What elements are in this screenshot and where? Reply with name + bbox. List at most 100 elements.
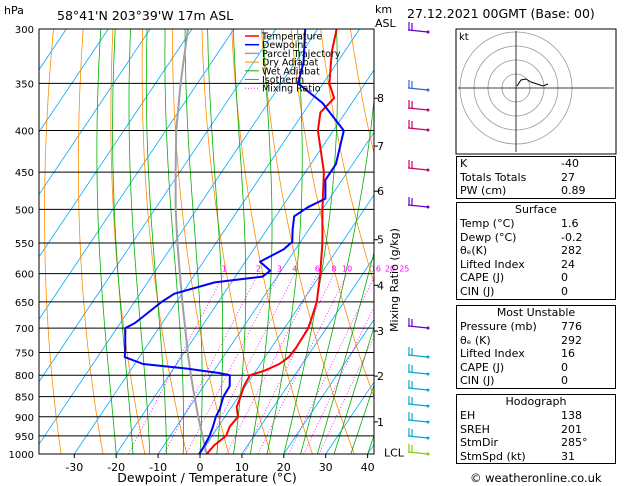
table-row: θₑ (K) 292 <box>457 334 615 348</box>
row-value: 292 <box>561 333 582 347</box>
wind-barb-dot <box>426 128 430 132</box>
legend-entry: Wet Adiabat <box>262 66 320 77</box>
mixing-ratio-line <box>163 273 259 454</box>
dewpoint-line <box>123 29 345 454</box>
wind-barb-icon <box>407 100 430 112</box>
table-row: PW (cm) 0.89 <box>457 184 616 198</box>
row-value: 0 <box>561 284 568 298</box>
wet-adiabat-line <box>233 29 247 454</box>
wind-barb-icon <box>407 347 430 359</box>
isotherm-line <box>325 381 374 454</box>
pressure-tick-label: 800 <box>15 371 34 382</box>
dry-adiabat-line <box>44 29 62 454</box>
isotherm-line <box>283 318 374 454</box>
wind-barb-staff <box>407 435 429 439</box>
wind-barb-dot <box>426 388 430 392</box>
wet-adiabat-line <box>350 383 374 454</box>
row-value: 1.6 <box>561 217 579 230</box>
row-label: CIN (J) <box>460 284 495 298</box>
wet-adiabat-line <box>112 29 134 454</box>
mixing-ratio-label: 8 <box>331 265 336 274</box>
isotherm-line <box>39 29 109 133</box>
pressure-tick-label: 300 <box>15 25 34 36</box>
mixing-ratio-line <box>202 273 296 454</box>
pressure-tick-label: 950 <box>15 432 34 443</box>
date-title: 27.12.2021 00GMT (Base: 00) <box>407 6 595 21</box>
isotherm-line <box>199 194 374 454</box>
table-row: StmDir 285° <box>457 436 615 450</box>
legend-entry: Parcel Trajectory <box>262 49 341 60</box>
row-label: SREH <box>460 422 490 436</box>
wind-barb-dot <box>426 355 430 359</box>
row-label: Dewp (°C) <box>460 230 517 244</box>
row-value: 282 <box>561 244 582 258</box>
mixing-ratio-axis-label: Mixing Ratio (g/kg) <box>388 228 401 332</box>
table-row: SREH 201 <box>457 423 615 437</box>
mixing-ratio-labels: 1 2 3 4 6 8 10 16 20 25 <box>222 265 409 274</box>
wind-barb-dot <box>426 452 430 456</box>
row-value: 138 <box>561 409 582 422</box>
row-label: Totals Totals <box>460 170 527 184</box>
row-value: 285° <box>561 436 588 450</box>
temperature-tick-label: -30 <box>65 461 83 474</box>
temperature-tick-label: 10 <box>235 461 249 474</box>
legend-entry: Temperature <box>261 32 322 43</box>
row-label: Temp (°C) <box>460 217 515 230</box>
row-value: 0 <box>561 374 568 388</box>
table-row: CIN (J) 0 <box>457 374 615 388</box>
wind-barb-staff <box>407 325 429 329</box>
surface-panel: Surface Temp (°C) 1.6 Dewp (°C) -0.2 θₑ(K) 28… <box>456 202 616 300</box>
location-title: 58°41'N 203°39'W 17m ASL <box>57 8 233 23</box>
mixing-ratio-label: 20 <box>385 265 395 274</box>
wet-adiabat-line <box>207 29 224 454</box>
height-tick-label: 4 <box>377 279 384 292</box>
hodograph: kt <box>455 28 617 155</box>
isotherm-line <box>39 29 319 445</box>
profile-series <box>123 29 345 454</box>
table-row: Pressure (mb) 776 <box>457 320 615 334</box>
row-value: 0.89 <box>561 184 586 198</box>
wind-barb-staff <box>407 127 429 131</box>
row-label: CAPE (J) <box>460 360 505 374</box>
mixing-ratio-label: 1 <box>222 265 227 274</box>
table-row: StmSpd (kt) 31 <box>457 450 615 464</box>
row-value: 0 <box>561 360 568 374</box>
isotherm-line <box>115 69 374 454</box>
pressure-tick-label: 400 <box>15 127 34 138</box>
table-row: CIN (J) 0 <box>457 285 615 299</box>
row-value: 0 <box>561 271 568 285</box>
hodograph-trace <box>516 78 549 87</box>
wind-barb-staff <box>407 451 429 455</box>
row-value: 27 <box>561 170 575 184</box>
legend-entry: Isotherm <box>262 75 304 86</box>
credit-text: © weatheronline.co.uk <box>470 471 602 485</box>
table-row: K -40 <box>457 157 616 171</box>
pressure-tick-label: 850 <box>15 393 34 404</box>
legend-entry: Mixing Ratio <box>262 84 321 95</box>
row-label: Lifted Index <box>460 257 525 271</box>
wind-barb-staff <box>407 167 429 171</box>
wind-barb-icon <box>407 396 430 408</box>
row-value: 201 <box>561 422 582 436</box>
wind-barb-staff <box>407 419 429 423</box>
row-value: -0.2 <box>561 230 583 244</box>
row-label: Pressure (mb) <box>460 320 537 333</box>
wind-barb-dot <box>426 326 430 330</box>
dry-adiabat-line <box>618 29 629 454</box>
wind-barb-dot <box>426 168 430 172</box>
wind-barb-icon <box>407 364 430 376</box>
wind-barb-icon <box>407 412 430 424</box>
row-value: 776 <box>561 320 582 333</box>
most-unstable-panel: Most Unstable Pressure (mb) 776 θₑ (K) 292 L… <box>456 305 616 389</box>
mixing-ratio-label: 3 <box>277 265 282 274</box>
row-value: 16 <box>561 347 575 361</box>
wind-barb-icon <box>407 380 430 392</box>
mixing-ratio-line <box>127 273 225 454</box>
mixing-ratio-label: 25 <box>399 265 409 274</box>
row-label: Lifted Index <box>460 347 525 361</box>
wind-barb-staff <box>407 204 429 208</box>
table-row: CAPE (J) 0 <box>457 271 615 285</box>
temperature-tick-label: -10 <box>149 461 167 474</box>
wind-barb-dot <box>426 205 430 209</box>
